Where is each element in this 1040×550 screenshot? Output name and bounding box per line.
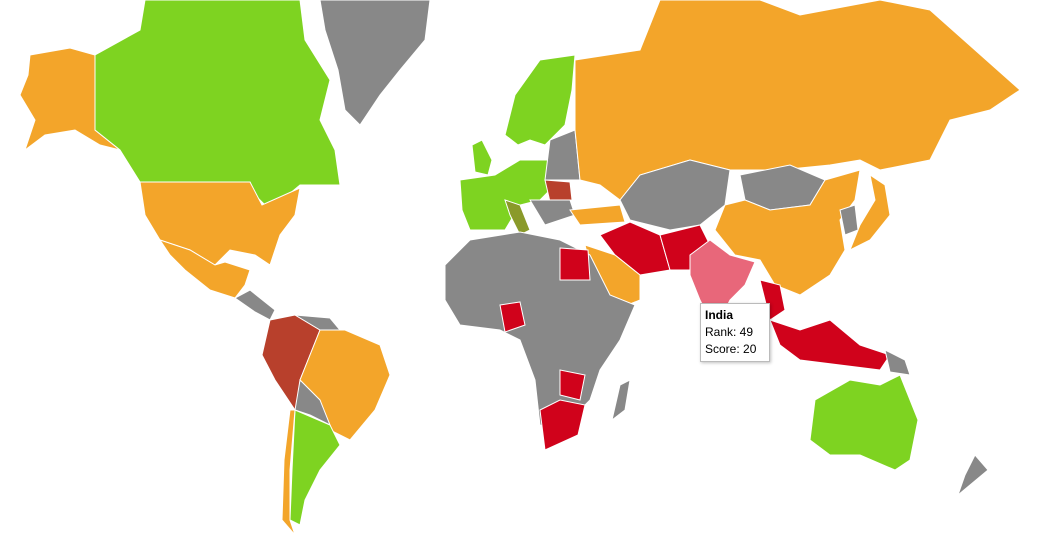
south-africa (539, 399, 586, 451)
romania (544, 179, 573, 203)
chile (281, 409, 296, 536)
brazil (299, 329, 391, 441)
new-zealand (956, 454, 989, 497)
greenland (319, 0, 431, 126)
balkans (529, 199, 576, 226)
uk (471, 139, 493, 176)
madagascar (611, 379, 631, 422)
africa (444, 231, 636, 431)
china (714, 169, 861, 296)
argentina (289, 409, 341, 526)
western-europe (459, 159, 556, 231)
central-america (234, 289, 276, 321)
scandinavia (504, 54, 576, 146)
zimbabwe (559, 369, 586, 401)
australia (809, 374, 919, 471)
tooltip-line: Rank: 49 (705, 325, 754, 339)
turkey (569, 204, 626, 226)
tooltip-title: India (705, 308, 734, 322)
mexico (158, 239, 251, 299)
egypt (559, 247, 591, 281)
nigeria (499, 301, 526, 333)
canada (94, 0, 341, 211)
russia (574, 0, 1021, 201)
korea (839, 204, 859, 236)
tooltip-line: Score: 20 (705, 342, 757, 356)
indonesia (769, 319, 891, 371)
japan (849, 173, 891, 252)
bolivia-paraguay (294, 378, 331, 427)
papua (884, 349, 911, 376)
tooltip: India Rank: 49 Score: 20 (700, 303, 770, 362)
